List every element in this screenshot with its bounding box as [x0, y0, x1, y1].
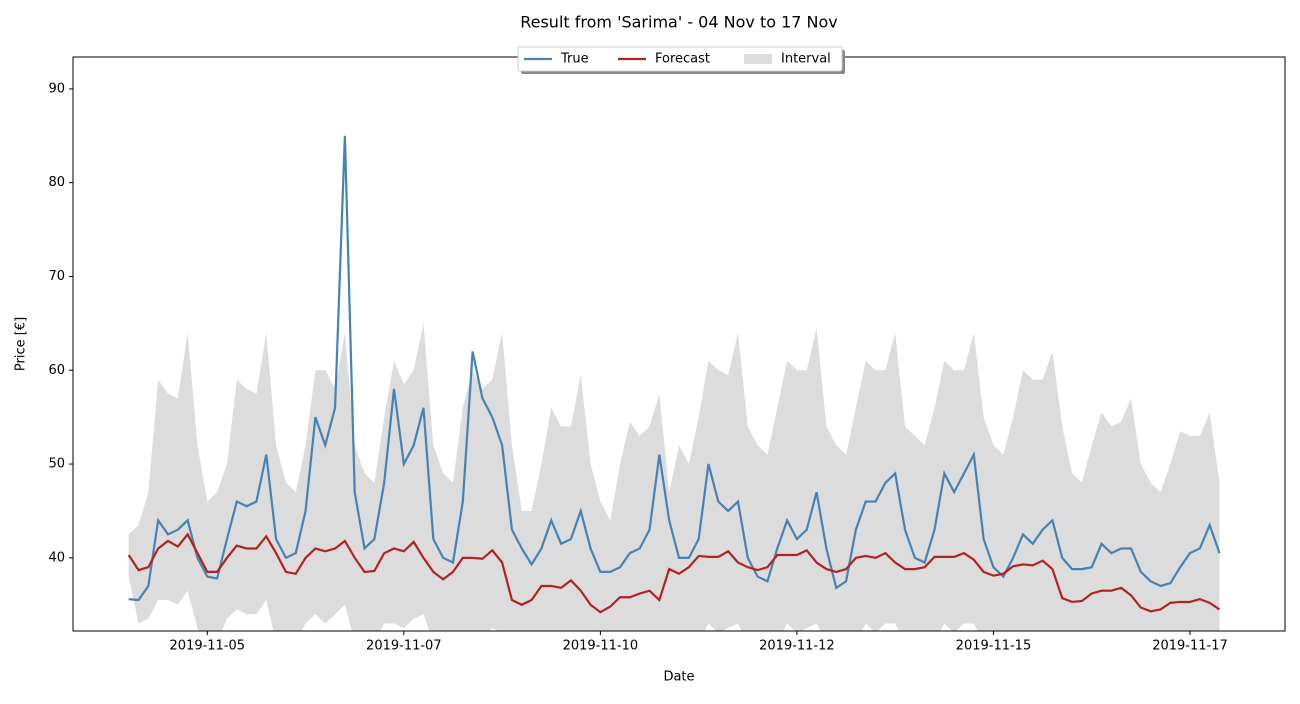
chart-title: Result from 'Sarima' - 04 Nov to 17 Nov — [520, 13, 838, 32]
y-tick-label: 50 — [48, 457, 65, 472]
legend-box — [517, 46, 843, 72]
series-line — [127, 532, 1221, 614]
legend-label: True — [560, 52, 589, 67]
x-tick-label: 2019-11-05 — [170, 639, 246, 654]
axes: 40 50 60 70 80 90 2019-11-05 2019-11-07 2019-11-… — [48, 81, 1227, 653]
y-tick-label: 80 — [48, 175, 65, 190]
x-tick-label: 2019-11-17 — [1152, 639, 1228, 654]
x-tick-label: 2019-11-10 — [563, 639, 639, 654]
y-axis-label: Price [€] — [14, 317, 29, 371]
x-tick-label: 2019-11-15 — [956, 639, 1032, 654]
x-tick-label: 2019-11-12 — [759, 639, 835, 654]
x-tick-label: 2019-11-07 — [366, 639, 442, 654]
legend-swatch — [744, 54, 772, 64]
legend: True Forecast Interval — [517, 46, 845, 74]
x-axis-label: Date — [663, 670, 694, 685]
legend-label: Interval — [781, 52, 831, 67]
y-tick-label: 40 — [48, 550, 65, 565]
y-tick-label: 70 — [48, 269, 65, 284]
interval-band — [128, 323, 1220, 631]
legend-label: Forecast — [655, 52, 710, 67]
y-tick-label: 60 — [48, 363, 65, 378]
series-line — [128, 135, 1221, 602]
y-tick-label: 90 — [48, 81, 65, 96]
plot-area — [127, 135, 1221, 631]
